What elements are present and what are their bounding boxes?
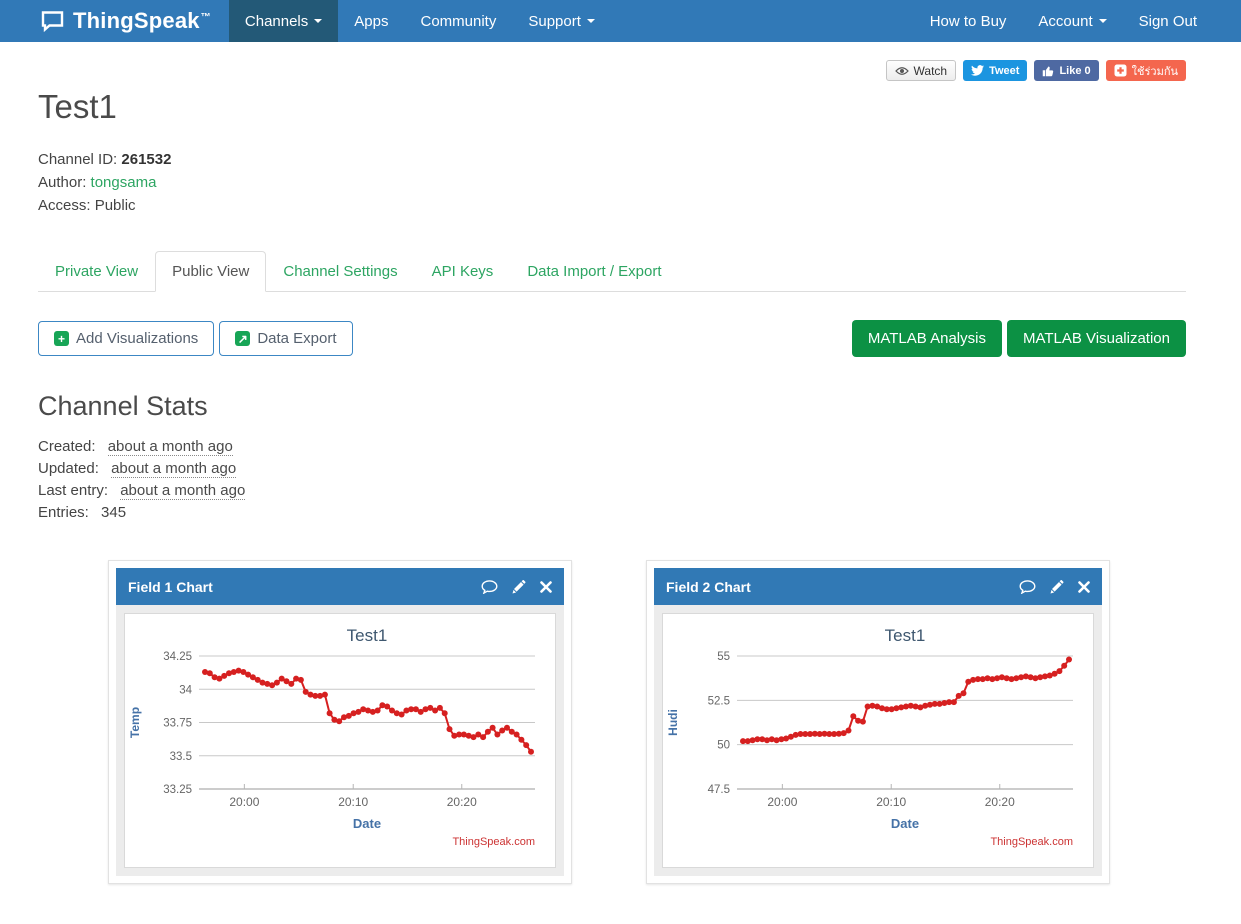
tab-data-import-export[interactable]: Data Import / Export: [527, 263, 662, 280]
plus-icon: +: [54, 331, 69, 346]
close-icon[interactable]: [540, 580, 552, 593]
chevron-down-icon: [1098, 19, 1107, 23]
created-time-link[interactable]: about a month ago: [107, 438, 233, 456]
thingspeak-logo[interactable]: ThingSpeak™: [0, 0, 229, 42]
stat-entries: Entries: 345: [38, 504, 127, 521]
last-entry-time-link[interactable]: about a month ago: [120, 482, 246, 500]
nav-right: How to Buy Account Sign Out: [914, 0, 1241, 42]
svg-text:50: 50: [717, 740, 730, 752]
nav-item-channels[interactable]: Channels: [228, 0, 339, 42]
facebook-like-button[interactable]: Like 0: [1034, 60, 1099, 81]
channel-author-line: Author: tongsama: [38, 174, 157, 191]
nav-item-apps[interactable]: Apps: [354, 12, 389, 30]
comment-icon[interactable]: [481, 579, 498, 594]
svg-text:Date: Date: [353, 816, 381, 831]
channel-id-value: 261532: [121, 151, 172, 168]
edit-pencil-icon[interactable]: [512, 579, 526, 594]
line-chart-svg: Test1 34.25 34 33.75 33.5 33.25 20:00 20:10 20:2…: [128, 626, 535, 848]
svg-text:ThingSpeak.com: ThingSpeak.com: [452, 836, 535, 848]
tab-channel-settings[interactable]: Channel Settings: [283, 263, 398, 280]
svg-text:Test1: Test1: [885, 626, 926, 645]
field1-chart: Test1 34.25 34 33.75 33.5 33.25 20:00 20:10 20:2…: [124, 613, 556, 868]
svg-text:20:00: 20:00: [229, 795, 259, 809]
stat-updated: Updated: about a month ago: [38, 460, 237, 478]
nav-item-account[interactable]: Account: [1022, 0, 1122, 42]
nav-left: Channels Apps Community Support: [228, 0, 611, 42]
svg-text:33.5: 33.5: [170, 751, 192, 763]
panel-title: Field 2 Chart: [666, 578, 751, 595]
field1-chart-header: Field 1 Chart: [116, 568, 564, 605]
svg-text:52.5: 52.5: [708, 695, 730, 707]
svg-text:Test1: Test1: [347, 626, 388, 645]
svg-text:20:00: 20:00: [767, 795, 797, 809]
author-link[interactable]: tongsama: [90, 174, 157, 191]
add-visualizations-button[interactable]: + Add Visualizations: [38, 321, 215, 356]
share-button[interactable]: ใช้ร่วมกัน: [1105, 60, 1186, 81]
svg-text:55: 55: [717, 651, 730, 663]
svg-text:Hudi: Hudi: [666, 709, 680, 736]
svg-text:20:20: 20:20: [985, 795, 1015, 809]
thumbs-up-icon: [1042, 65, 1054, 77]
tab-api-keys[interactable]: API Keys: [431, 263, 494, 280]
field1-chart-body: Test1 34.25 34 33.75 33.5 33.25 20:00 20:10 20:2…: [116, 605, 564, 876]
svg-text:20:20: 20:20: [447, 795, 477, 809]
close-icon[interactable]: [1078, 580, 1090, 593]
charts-row: Field 1 Chart Test1 34.25 34 33.75 33.5 33.25…: [108, 560, 1186, 884]
twitter-bird-icon: [971, 65, 985, 76]
access-value: Public: [94, 197, 136, 214]
panel-title: Field 1 Chart: [128, 578, 213, 595]
entries-count: 345: [101, 504, 127, 521]
nav-item-community[interactable]: Community: [420, 12, 497, 30]
field2-chart-body: Test1 55 52.5 50 47.5 20:00 20:10 20:20 Hudi Date…: [654, 605, 1102, 876]
speech-bubble-icon: [40, 9, 65, 33]
navbar: ThingSpeak™ Channels Apps Community Supp…: [0, 0, 1241, 42]
field2-chart-header: Field 2 Chart: [654, 568, 1102, 605]
svg-text:Temp: Temp: [128, 707, 142, 738]
svg-text:Date: Date: [891, 816, 919, 831]
tab-public-view[interactable]: Public View: [155, 251, 267, 292]
updated-time-link[interactable]: about a month ago: [111, 460, 237, 478]
actions-row: + Add Visualizations ↗ Data Export MATLA…: [38, 320, 1186, 357]
svg-text:34: 34: [179, 684, 192, 696]
field2-chart-panel: Field 2 Chart Test1 55 52.5 50 47.5 20:00 20:1…: [646, 560, 1110, 884]
line-chart-svg: Test1 55 52.5 50 47.5 20:00 20:10 20:20 Hudi Date…: [666, 626, 1073, 848]
tab-private-view[interactable]: Private View: [55, 263, 139, 280]
nav-item-support[interactable]: Support: [512, 0, 611, 42]
brand-text: ThingSpeak: [73, 8, 200, 33]
nav-item-sign-out[interactable]: Sign Out: [1138, 12, 1197, 30]
matlab-analysis-button[interactable]: MATLAB Analysis: [851, 320, 1002, 357]
page-title: Test1: [38, 88, 117, 125]
svg-text:33.25: 33.25: [163, 784, 192, 796]
social-buttons-row: Watch Tweet Like 0 ใช้ร่วมกัน: [38, 60, 1186, 82]
field1-chart-panel: Field 1 Chart Test1 34.25 34 33.75 33.5 33.25…: [108, 560, 572, 884]
nav-item-how-to-buy[interactable]: How to Buy: [929, 12, 1007, 30]
svg-text:47.5: 47.5: [708, 784, 730, 796]
share-plus-icon: [1114, 64, 1127, 77]
watch-button[interactable]: Watch: [885, 60, 957, 81]
channel-stats-heading: Channel Stats: [38, 391, 208, 421]
eye-icon: [894, 66, 909, 76]
channel-id-line: Channel ID: 261532: [38, 151, 172, 168]
svg-text:33.75: 33.75: [163, 718, 192, 730]
tweet-button[interactable]: Tweet: [963, 60, 1028, 81]
chevron-down-icon: [586, 19, 595, 23]
comment-icon[interactable]: [1019, 579, 1036, 594]
stat-created: Created: about a month ago: [38, 438, 233, 456]
export-arrow-icon: ↗: [235, 331, 251, 346]
svg-text:ThingSpeak.com: ThingSpeak.com: [990, 836, 1073, 848]
channel-tabs: Private View Public View Channel Setting…: [38, 251, 1186, 292]
data-export-button[interactable]: ↗ Data Export: [219, 321, 353, 356]
brand-tm: ™: [200, 11, 211, 23]
matlab-visualization-button[interactable]: MATLAB Visualization: [1006, 320, 1186, 357]
svg-text:34.25: 34.25: [163, 651, 192, 663]
field2-chart: Test1 55 52.5 50 47.5 20:00 20:10 20:20 Hudi Date…: [662, 613, 1094, 868]
channel-access-line: Access: Public: [38, 197, 136, 214]
stat-last-entry: Last entry: about a month ago: [38, 482, 246, 500]
svg-text:20:10: 20:10: [338, 795, 368, 809]
page-content: Watch Tweet Like 0 ใช้ร่วมกัน Test1 Chan…: [0, 60, 1241, 924]
edit-pencil-icon[interactable]: [1050, 579, 1064, 594]
chevron-down-icon: [314, 19, 323, 23]
svg-text:20:10: 20:10: [876, 795, 906, 809]
